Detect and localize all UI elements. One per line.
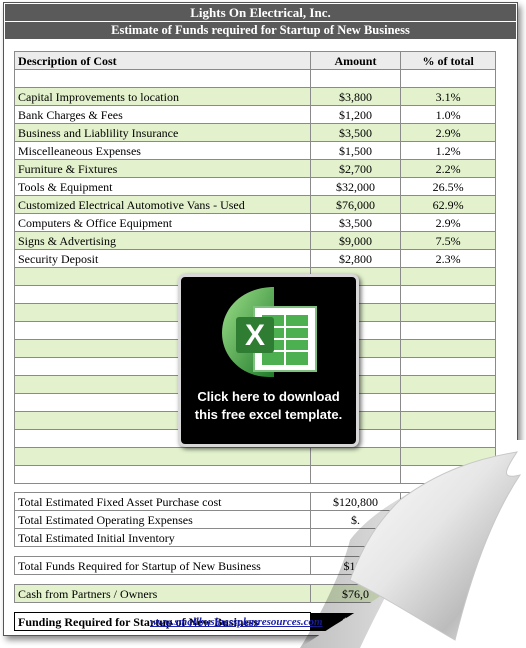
total-description: Total Estimated Operating Expenses [14,510,311,529]
cash-partners-amount: $76,0 [309,584,402,603]
table-row: Security Deposit $2,800 2.3% [14,249,496,268]
total-description: Total Estimated Fixed Asset Purchase cos… [14,492,311,511]
cost-amount: $1,500 [309,141,402,160]
company-name: Lights On Electrical, Inc. [5,4,516,21]
download-line-1: Click here to download [197,389,340,404]
website-link[interactable]: www.smallbusinessplanresources.com [150,616,323,628]
cost-percent: 2.9% [400,123,496,142]
table-row: Total Funds Required for Startup of New … [14,556,496,575]
total-amount: $120,800 [309,492,402,511]
cost-description: Bank Charges & Fees [14,105,311,124]
total-percent: 88.8% [400,492,496,511]
total-percent [400,528,496,547]
cost-amount: $9,000 [309,231,402,250]
table-row: Customized Electrical Automotive Vans - … [14,195,496,214]
funding-required-amount: $60,0 [310,612,401,631]
cost-description: Furniture & Fixtures [14,159,311,178]
cost-percent: 1.0% [400,105,496,124]
cost-amount: $1,200 [309,105,402,124]
cost-amount: $3,500 [309,213,402,232]
cost-amount: $32,000 [309,177,402,196]
cost-description: Computers & Office Equipment [14,213,311,232]
table-row: Capital Improvements to location $3,800 3.… [14,87,496,106]
cost-description: Customized Electrical Automotive Vans - … [14,195,311,214]
cost-description: Miscelleaneous Expenses [14,141,311,160]
table-row: Cash from Partners / Owners $76,0 [14,584,496,603]
table-row: Furniture & Fixtures $2,700 2.2% [14,159,496,178]
cost-description: Tools & Equipment [14,177,311,196]
cost-percent: 2.9% [400,213,496,232]
cost-percent: 26.5% [400,177,496,196]
cost-description: Capital Improvements to location [14,87,311,106]
cost-percent: 1.2% [400,141,496,160]
amount-column-header: Amount [309,51,402,70]
total-percent [400,510,496,529]
cost-percent: 2.2% [400,159,496,178]
download-template-button[interactable]: X Click here to download this free excel… [178,274,359,447]
cost-amount: $76,000 [309,195,402,214]
table-row: Computers & Office Equipment $3,500 2.9% [14,213,496,232]
total-description: Total Estimated Initial Inventory [14,528,311,547]
cost-description: Security Deposit [14,249,311,268]
cost-description: Signs & Advertising [14,231,311,250]
table-row [14,465,496,484]
percent-column-header: % of total [400,51,496,70]
table-row: Signs & Advertising $9,000 7.5% [14,231,496,250]
table-row: Total Estimated Operating Expenses $. [14,510,496,529]
download-line-2: this free excel template. [194,407,343,422]
table-row: Business and Liablility Insurance $3,500 2… [14,123,496,142]
table-row: Miscelleaneous Expenses $1,500 1.2% [14,141,496,160]
cost-percent: 3.1% [400,87,496,106]
cost-amount: $3,500 [309,123,402,142]
description-column-header: Description of Cost [14,51,311,70]
table-row: Tools & Equipment $32,000 26.5% [14,177,496,196]
table-row [14,69,496,88]
table-header-row: Description of Cost Amount % of total [14,51,496,70]
excel-icon: X [222,287,317,377]
svg-text:X: X [245,319,265,352]
cost-percent: 2.3% [400,249,496,268]
table-row: Total Estimated Initial Inventory [14,528,496,547]
total-amount [309,528,402,547]
total-amount: $. [309,510,402,529]
table-row: Total Estimated Fixed Asset Purchase cos… [14,492,496,511]
cost-amount: $2,700 [309,159,402,178]
cash-partners-description: Cash from Partners / Owners [14,584,311,603]
cost-percent: 62.9% [400,195,496,214]
table-row: Bank Charges & Fees $1,200 1.0% [14,105,496,124]
cost-amount: $3,800 [309,87,402,106]
cost-percent: 7.5% [400,231,496,250]
download-text: Click here to download this free excel t… [181,388,356,424]
sheet-subtitle: Estimate of Funds required for Startup o… [5,22,516,39]
total-funds-description: Total Funds Required for Startup of New … [14,556,311,575]
cost-description: Business and Liablility Insurance [14,123,311,142]
total-funds-amount: $136 [309,556,402,575]
cost-amount: $2,800 [309,249,402,268]
funding-required-description: Funding Required for Startup of New Busi… [14,612,311,631]
table-row [14,447,496,466]
